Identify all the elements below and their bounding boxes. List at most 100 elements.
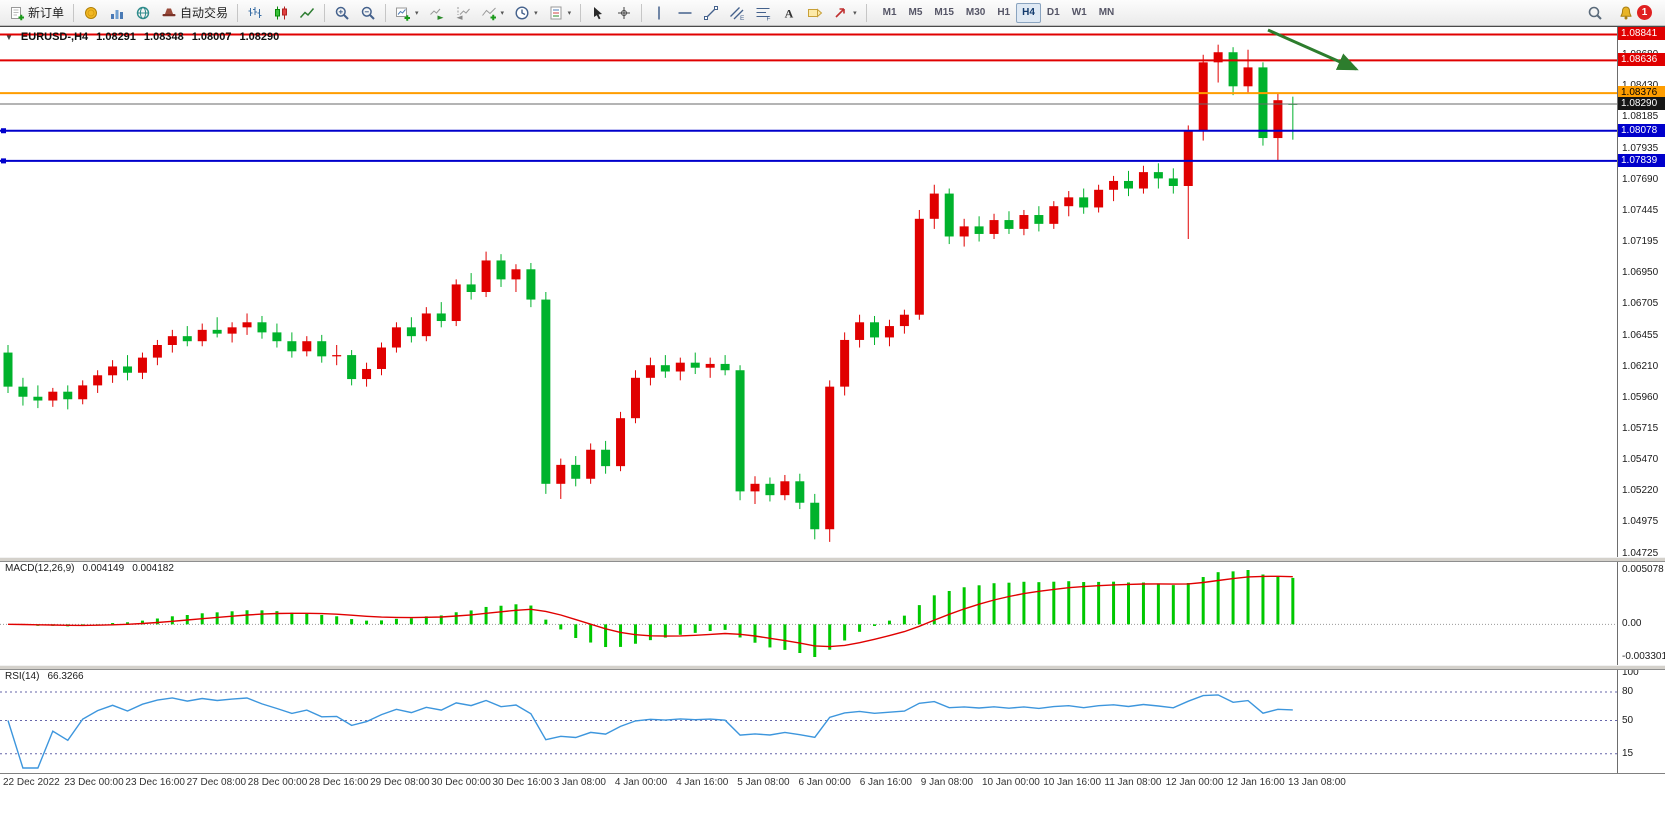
rsi-scale-label: 80	[1622, 686, 1634, 697]
candlestick-button[interactable]	[268, 2, 294, 24]
timeframe-W1[interactable]: W1	[1066, 3, 1093, 23]
macd-scale-min: -0.003301	[1622, 651, 1665, 662]
zoomin-icon	[334, 5, 350, 21]
candle	[750, 476, 760, 504]
line-selection-handle[interactable]	[1, 158, 6, 164]
time-label: 29 Dec 08:00	[370, 777, 430, 788]
time-axis-divider	[0, 773, 1665, 774]
arrow-annotation[interactable]	[1267, 28, 1359, 71]
candle	[1198, 54, 1208, 141]
rsi-name: RSI(14)	[5, 671, 40, 682]
price-scale[interactable]: 1.086801.084301.081851.079351.076901.074…	[1617, 27, 1665, 773]
chevron-down-icon: ▾	[415, 9, 419, 17]
candle	[287, 332, 297, 358]
template-icon	[548, 5, 564, 21]
indicators-icon	[481, 5, 497, 21]
timeframe-MN[interactable]: MN	[1093, 3, 1121, 23]
candle	[78, 380, 88, 405]
notifications-button[interactable]: 1	[1613, 2, 1657, 24]
candle	[944, 188, 954, 245]
new-order-button[interactable]: 新订单	[4, 2, 69, 24]
toolbar-separator	[580, 3, 582, 22]
fibo-icon: F	[755, 5, 771, 21]
timeframe-M15[interactable]: M15	[928, 3, 959, 23]
crosshair-button[interactable]	[611, 2, 637, 24]
time-axis[interactable]: 22 Dec 2022 23 Dec 00:00 23 Dec 16:00 27 De…	[0, 774, 1617, 792]
time-label: 10 Jan 16:00	[1043, 777, 1102, 788]
ohlc-open: 1.08291	[96, 31, 136, 43]
magnifier-icon	[1587, 5, 1603, 21]
trendline-button[interactable]	[698, 2, 724, 24]
periods-button[interactable]: ▾	[509, 2, 543, 24]
globe-button[interactable]	[130, 2, 156, 24]
candle	[108, 360, 118, 383]
candle	[48, 387, 58, 407]
timeframe-H1[interactable]: H1	[991, 3, 1016, 23]
rsi-line	[7, 694, 1293, 769]
label-button[interactable]	[802, 2, 828, 24]
ohlc-low: 1.08007	[191, 31, 232, 43]
candle	[391, 322, 401, 353]
timeframe-M30[interactable]: M30	[960, 3, 991, 23]
vline-icon	[651, 5, 667, 21]
new-chart-button[interactable]: ▾	[390, 2, 424, 24]
coin-button[interactable]	[78, 2, 104, 24]
main-price-chart[interactable]	[0, 27, 1617, 557]
bar-chart-button[interactable]	[242, 2, 268, 24]
price-label: 1.06455	[1622, 329, 1659, 341]
candle	[825, 380, 835, 542]
vertical-line-button[interactable]	[646, 2, 672, 24]
price-badge: 1.07839	[1618, 153, 1665, 167]
arrowsmenu-icon	[833, 5, 849, 21]
collapse-icon[interactable]: ▼	[5, 32, 13, 42]
stats-button[interactable]	[104, 2, 130, 24]
macd-panel[interactable]	[0, 560, 1617, 665]
auto-scroll-button[interactable]	[424, 2, 450, 24]
search-button[interactable]	[1582, 2, 1608, 24]
timeframe-M1[interactable]: M1	[877, 3, 903, 23]
line-chart-button[interactable]	[294, 2, 320, 24]
candle	[571, 456, 581, 487]
macd-signal-value: 0.004182	[132, 563, 174, 574]
fibonacci-button[interactable]: F	[750, 2, 776, 24]
candle	[3, 345, 13, 393]
autotrading-button[interactable]: 自动交易	[156, 2, 233, 24]
candle	[705, 357, 715, 378]
arrows-menu-button[interactable]: ▾	[828, 2, 862, 24]
time-label: 30 Dec 00:00	[431, 777, 491, 788]
zoom-out-button[interactable]	[355, 2, 381, 24]
panel-separator[interactable]	[0, 557, 1665, 562]
cursor-button[interactable]	[585, 2, 611, 24]
candle	[1109, 175, 1119, 202]
candle	[840, 332, 850, 396]
notification-badge: 1	[1637, 5, 1652, 20]
timeframe-M5[interactable]: M5	[903, 3, 929, 23]
rsi-panel[interactable]	[0, 668, 1617, 773]
autoscroll-icon	[429, 5, 445, 21]
candle	[795, 473, 805, 510]
timeframe-D1[interactable]: D1	[1041, 3, 1066, 23]
line-selection-handle[interactable]	[1, 128, 6, 134]
panel-separator[interactable]	[0, 665, 1665, 670]
candle	[421, 307, 431, 342]
candle	[377, 342, 386, 376]
price-label: 1.05470	[1622, 453, 1659, 465]
chart-shift-button[interactable]	[450, 2, 476, 24]
candle	[870, 315, 880, 345]
channel-button[interactable]: E	[724, 2, 750, 24]
time-label: 5 Jan 08:00	[737, 777, 790, 788]
templates-button[interactable]: ▾	[543, 2, 577, 24]
timeframe-H4[interactable]: H4	[1016, 2, 1041, 23]
indicators-button[interactable]: ▾	[476, 2, 510, 24]
timeframe-group: M1 M5 M15 M30 H1 H4 D1 W1 MN	[877, 2, 1121, 23]
zoomout-icon	[360, 5, 376, 21]
zoom-in-button[interactable]	[329, 2, 355, 24]
candle	[1273, 92, 1283, 161]
text-button[interactable]: A	[776, 2, 802, 24]
candle	[660, 355, 670, 378]
macd-name: MACD(12,26,9)	[5, 563, 75, 574]
candle	[630, 370, 640, 424]
time-label: 10 Jan 00:00	[982, 777, 1040, 788]
horizontal-line-button[interactable]	[672, 2, 698, 24]
